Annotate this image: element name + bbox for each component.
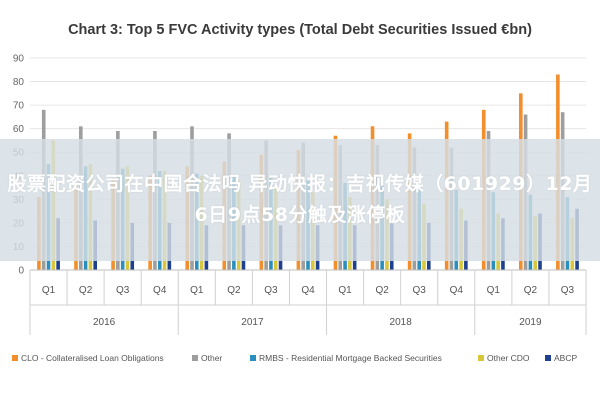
x-tick-label: Q4 [301,285,315,296]
legend-swatch [250,355,256,361]
chart-title: Chart 3: Top 5 FVC Activity types (Total… [68,22,532,38]
y-tick-label: 90 [13,54,25,65]
y-tick-label: 60 [13,124,25,135]
x-tick-label: Q4 [450,285,464,296]
year-label: 2018 [390,317,413,328]
x-tick-label: Q1 [338,285,352,296]
legend-swatch [545,355,551,361]
legend-label: ABCP [554,353,577,363]
y-tick-label: 0 [18,266,24,277]
legend-swatch [478,355,484,361]
x-tick-label: Q3 [413,285,427,296]
x-tick-label: Q2 [375,285,389,296]
legend-label: Other [201,353,222,363]
legend-label: RMBS - Residential Mortgage Backed Secur… [259,353,442,363]
x-tick-label: Q3 [116,285,130,296]
legend-swatch [192,355,198,361]
y-tick-label: 80 [13,77,25,88]
x-tick-label: Q2 [79,285,93,296]
x-tick-label: Q1 [487,285,501,296]
legend-label: CLO - Collateralised Loan Obligations [21,353,164,363]
x-tick-label: Q2 [524,285,538,296]
x-tick-label: Q3 [561,285,575,296]
year-label: 2016 [93,317,116,328]
x-tick-label: Q1 [42,285,56,296]
legend: CLO - Collateralised Loan Obligations Oth… [12,353,577,363]
legend-swatch [12,355,18,361]
x-tick-label: Q3 [264,285,278,296]
x-tick-label: Q1 [190,285,204,296]
y-tick-label: 70 [13,101,25,112]
overlay-text: 股票配资公司在中国合法吗 异动快报：吉视传媒（601929）12月6日9点58分… [7,173,593,226]
year-label: 2017 [241,317,264,328]
x-tick-label: Q2 [227,285,241,296]
legend-label: Other CDO [487,353,530,363]
x-axis: Q1 Q2 Q3 Q4 Q1 Q2 Q3 Q4 Q1 Q2 Q3 Q4 Q1 Q2 Q3 [29,270,587,335]
year-groups: 2016 2017 2018 2019 [29,304,586,335]
overlay-banner: 股票配资公司在中国合法吗 异动快报：吉视传媒（601929）12月6日9点58分… [0,139,600,261]
year-label: 2019 [519,317,542,328]
x-tick-label: Q4 [153,285,167,296]
